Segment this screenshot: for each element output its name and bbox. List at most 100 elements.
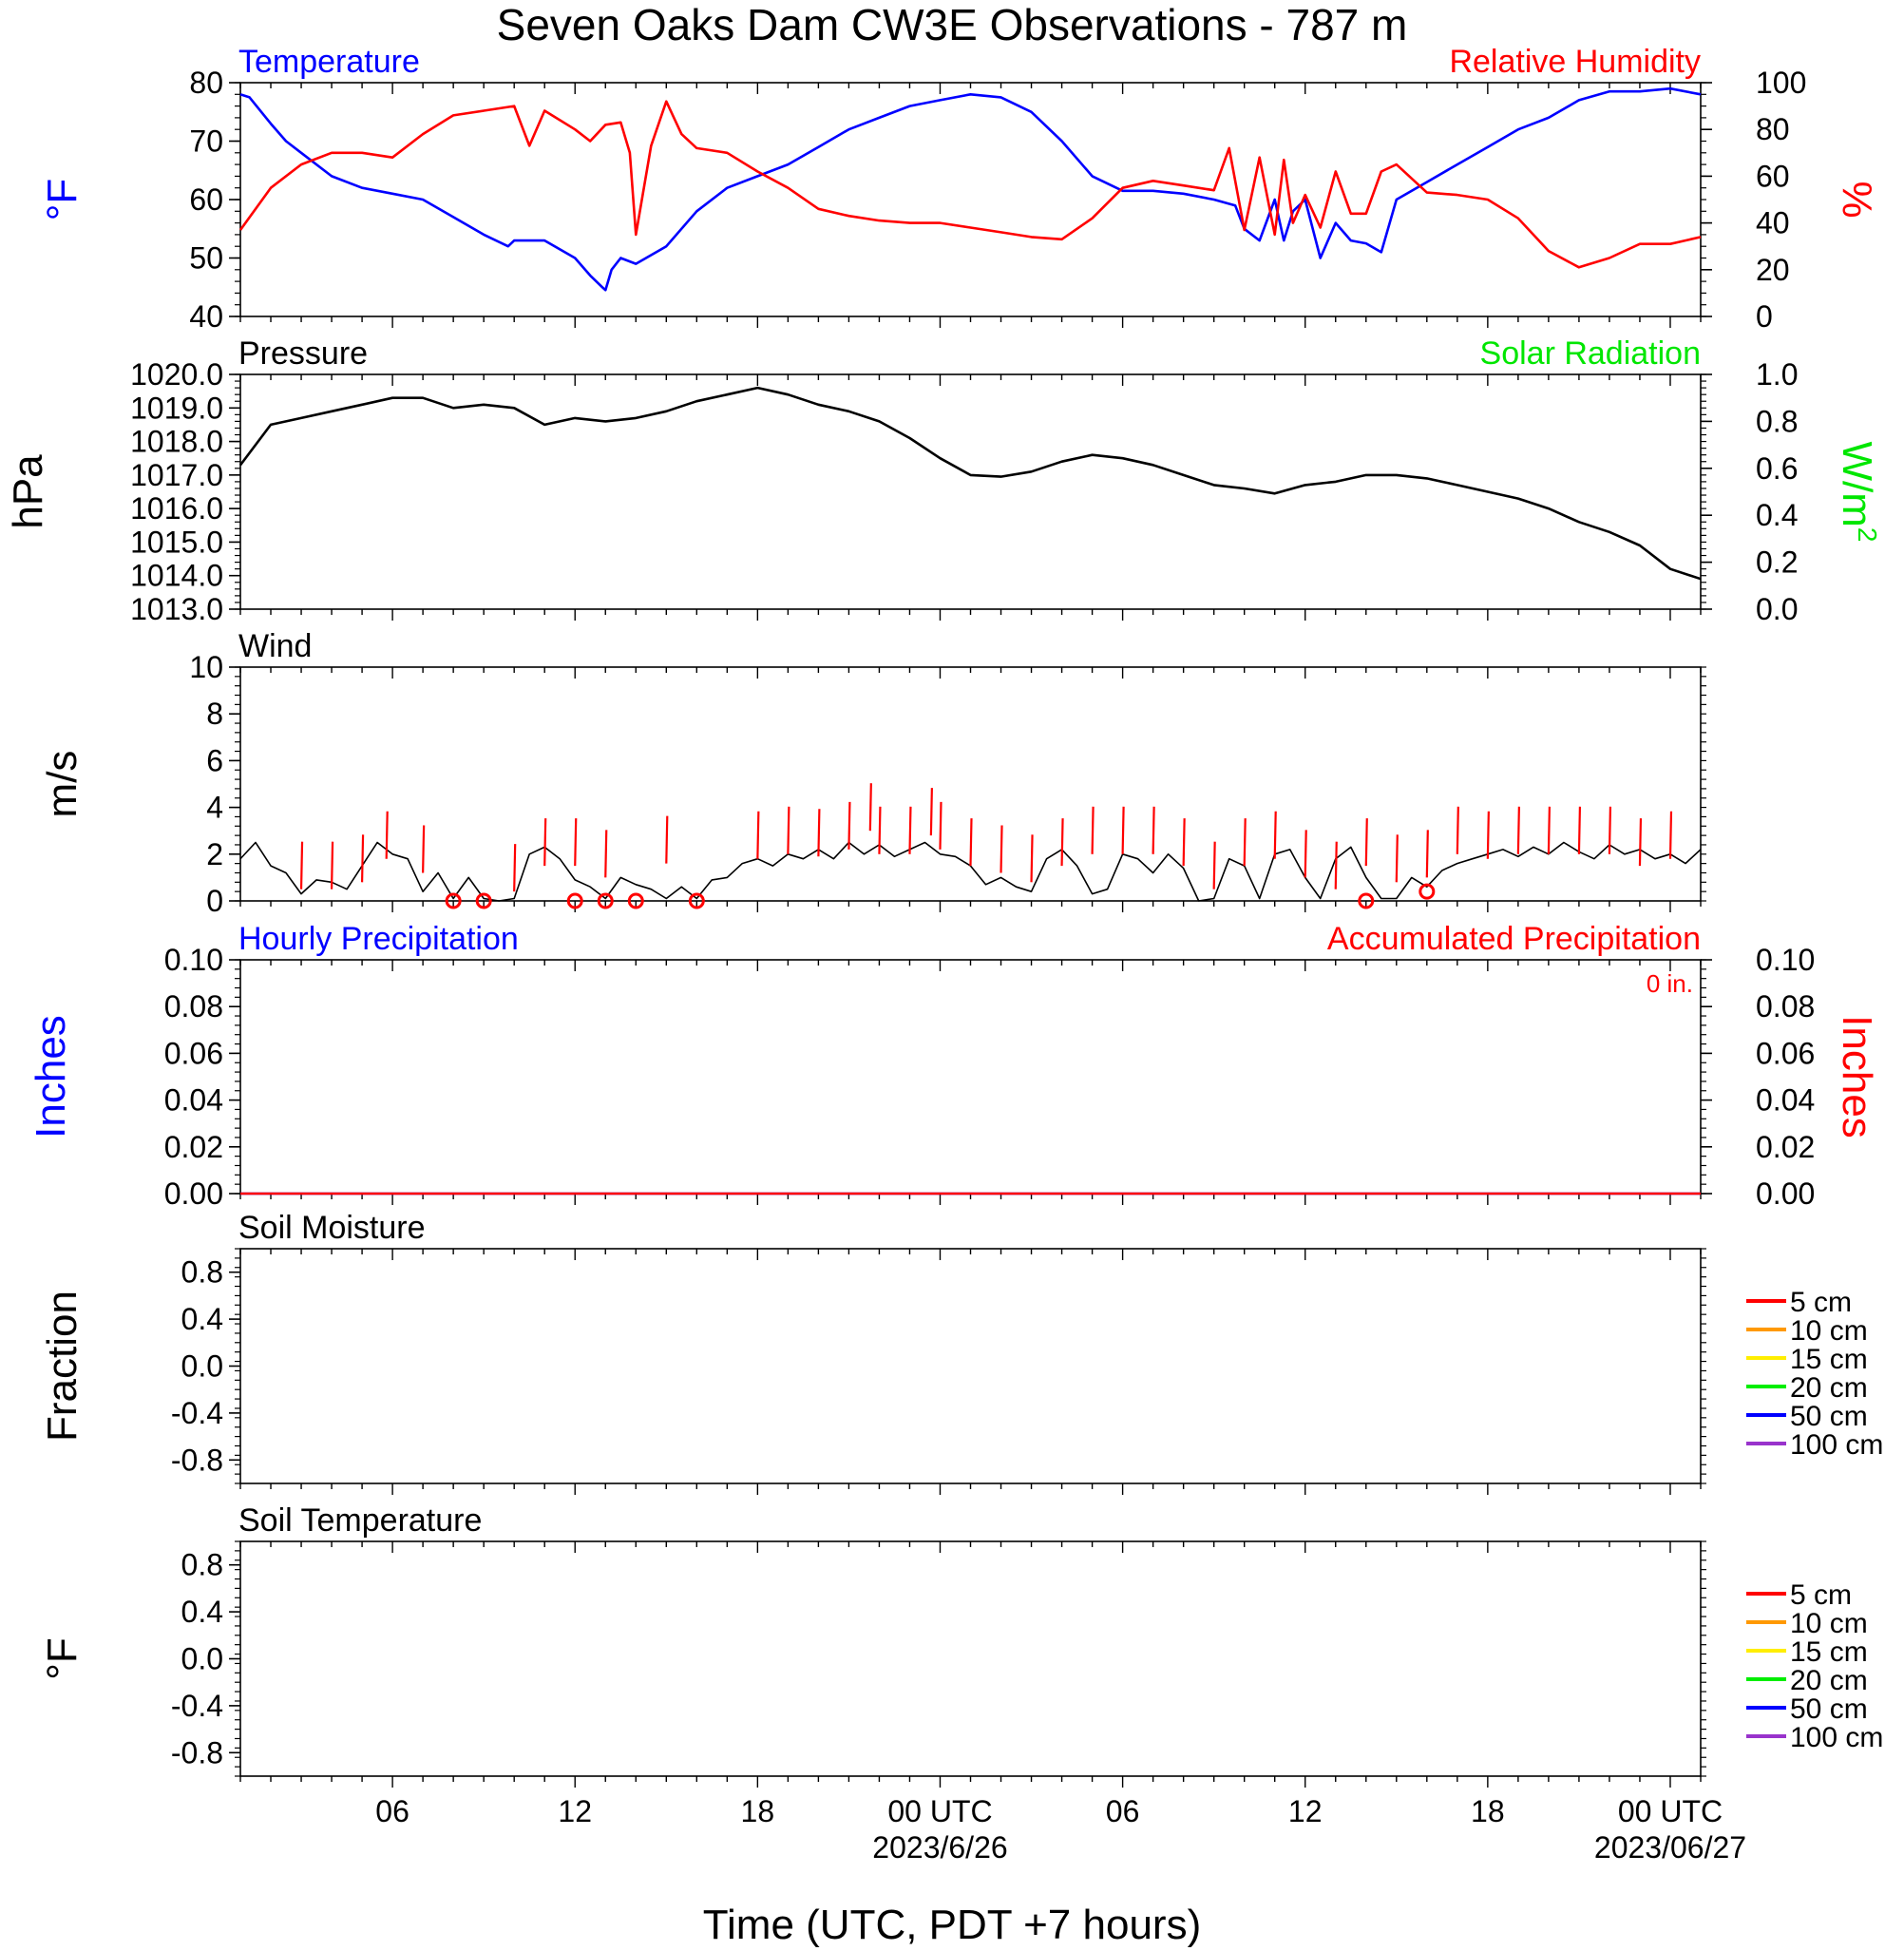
wind-barb [908, 806, 912, 854]
plot-frame [239, 1248, 1702, 1484]
panel-pressure-solar: 1020.01019.01018.01017.01016.01015.01014… [5, 335, 1882, 626]
y-tick-label: 0.06 [1756, 1036, 1815, 1070]
panel-title-right: Solar Radiation [1480, 335, 1701, 372]
panel-title-left: Hourly Precipitation [238, 921, 519, 957]
y-tick-label: 0.4 [181, 1302, 223, 1336]
y-axis-label-left: °F [39, 179, 86, 220]
y-tick-label: 60 [1756, 159, 1790, 193]
y-tick-label: 0.00 [1756, 1176, 1815, 1211]
y-tick-label: 0.2 [1756, 545, 1798, 580]
x-tick-label: 06 [1106, 1794, 1140, 1828]
wind-barb [299, 841, 304, 889]
y-tick-label: 20 [1756, 253, 1790, 287]
calm-wind-marker [566, 892, 583, 909]
legend-label: 15 cm [1790, 1344, 1868, 1375]
panel-title-left: Temperature [238, 44, 420, 80]
legend-label: 50 cm [1790, 1693, 1868, 1725]
y-axis-label-right: W/m2 [1834, 442, 1882, 543]
y-tick-label: 0.10 [1756, 943, 1815, 977]
x-tick-label: 18 [741, 1794, 775, 1828]
legend-label: 20 cm [1790, 1665, 1868, 1696]
wind-barb [817, 809, 821, 857]
wind-barb [1547, 806, 1551, 854]
wind-barb [1243, 818, 1247, 867]
wind-barb [543, 818, 547, 867]
plot-frame [239, 959, 1702, 1195]
y-tick-label: 50 [189, 241, 223, 276]
y-tick-label: 0.02 [164, 1130, 223, 1164]
legend-label: 5 cm [1790, 1579, 1852, 1611]
panel-temperature-humidity: 80 70 60 50 40 100 80 60 40 20 0 Temperature Relativ… [39, 44, 1880, 334]
legend-label: 10 cm [1790, 1608, 1868, 1639]
figure-title: Seven Oaks Dam CW3E Observations - 787 m [497, 0, 1408, 49]
y-tick-label: 1.0 [1756, 357, 1798, 392]
wind-barb [1152, 806, 1155, 854]
y-tick-label: 0.6 [1756, 451, 1798, 486]
calm-wind-marker [475, 892, 492, 909]
y-tick-label: 1016.0 [130, 491, 223, 526]
wind-barb [1516, 806, 1520, 854]
legend-label: 100 cm [1790, 1722, 1883, 1753]
wind-barb [385, 811, 389, 859]
wind-barb [1273, 811, 1277, 859]
y-axis-label-left: Inches [28, 1015, 74, 1138]
y-axis-label-left: hPa [5, 454, 51, 529]
wind-barb [360, 834, 365, 883]
x-tick-label: 00 UTC [1618, 1794, 1723, 1828]
wind-barb [868, 783, 872, 832]
y-tick-label: 2 [206, 837, 223, 871]
y-axis-label-left: °F [39, 1637, 86, 1679]
panel-soil-moisture: 0.8 0.4 0.0 -0.4 -0.8 Soil Moisture Fraction 5 … [39, 1210, 1883, 1495]
legend-label: 100 cm [1790, 1429, 1883, 1461]
calm-wind-marker [688, 892, 705, 909]
y-tick-label: 10 [189, 650, 223, 684]
wind-barb [929, 788, 933, 836]
calm-wind-marker [597, 892, 614, 909]
y-axis-label-left: m/s [39, 751, 86, 818]
wind-barb [1182, 818, 1186, 867]
y-tick-label: 0.8 [181, 1548, 223, 1582]
y-axis-label-right-text: W/m [1834, 442, 1880, 527]
x-date-label: 2023/06/27 [1594, 1830, 1746, 1865]
wind-barb [1334, 841, 1338, 889]
wind-barb [1091, 806, 1095, 854]
y-axis-label-right-text: % [1834, 181, 1880, 218]
y-tick-label: -0.4 [171, 1689, 223, 1723]
series-temperature [239, 86, 1702, 292]
x-tick-label: 06 [375, 1794, 409, 1828]
y-tick-label: 40 [1756, 206, 1790, 240]
wind-barb [1577, 806, 1582, 854]
y-tick-label: 0 [1756, 299, 1773, 334]
wind-barb [422, 825, 426, 873]
plot-frame [239, 373, 1702, 610]
y-tick-label: 1020.0 [130, 357, 223, 392]
series-relative-humidity [238, 100, 1702, 269]
calm-wind-marker [627, 892, 644, 909]
wind-barb [1121, 806, 1125, 854]
wind-barb [1395, 834, 1399, 883]
wind-barb [1638, 818, 1643, 867]
x-tick-label: 12 [558, 1794, 592, 1828]
y-tick-label: -0.4 [171, 1396, 223, 1430]
y-tick-label: 1019.0 [130, 391, 223, 425]
y-tick-label: 8 [206, 697, 223, 731]
y-tick-label: 80 [189, 66, 223, 100]
y-tick-label: 0.4 [181, 1595, 223, 1629]
panel-title-left: Pressure [238, 335, 368, 372]
wind-barb [1608, 806, 1612, 854]
y-tick-label: 0.06 [164, 1036, 223, 1070]
y-tick-label: 60 [189, 182, 223, 217]
y-tick-label: 40 [189, 299, 223, 334]
y-tick-label: -0.8 [171, 1443, 223, 1477]
wind-barb [1364, 818, 1368, 867]
y-axis-label-left: Fraction [39, 1291, 86, 1442]
wind-barb [604, 830, 608, 878]
wind-barb [969, 818, 973, 867]
y-tick-label: 1014.0 [130, 559, 223, 593]
y-tick-label: 100 [1756, 66, 1806, 100]
legend-label: 10 cm [1790, 1315, 1868, 1347]
y-tick-label: 0.00 [164, 1176, 223, 1211]
y-tick-label: 0 [206, 884, 223, 918]
y-tick-label: 0.0 [181, 1642, 223, 1676]
